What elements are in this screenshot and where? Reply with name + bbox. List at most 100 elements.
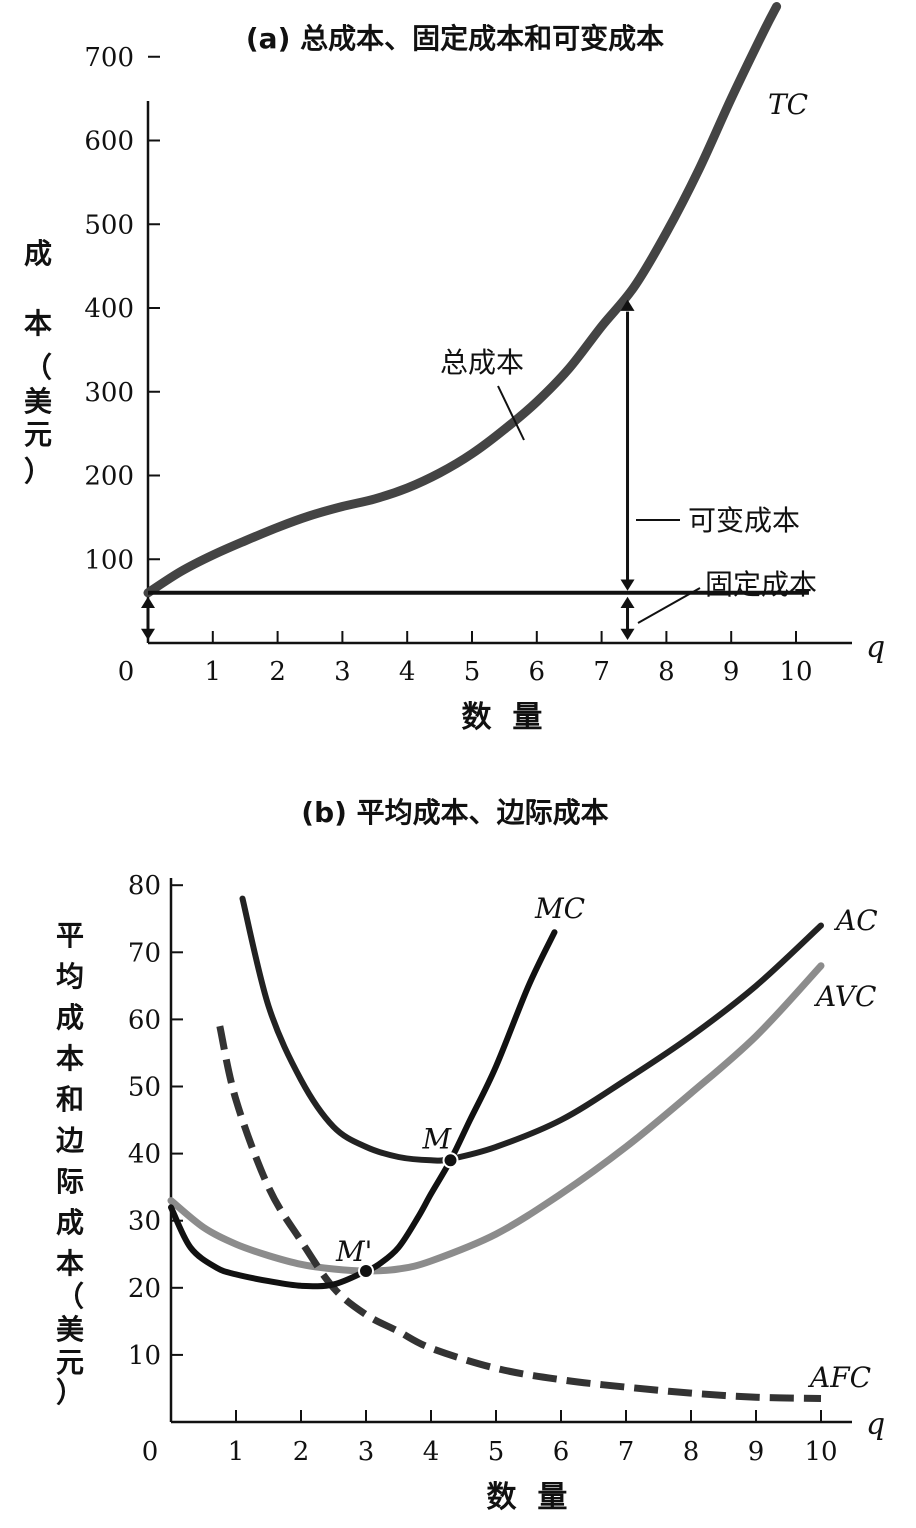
panel-b-ytick-label: 60 <box>128 1005 161 1035</box>
point-m-prime <box>358 1263 374 1280</box>
panel-b-ylabel-char: 成 <box>56 1001 84 1034</box>
panel-b-ylabel-char: 美 <box>56 1313 84 1346</box>
panel-b-q-symbol: q <box>866 1407 885 1442</box>
panel-b-ylabel-char: 元 <box>56 1346 84 1379</box>
panel-b-ytick-label: 20 <box>128 1274 161 1304</box>
panel-a-xlabel: 数 量 <box>462 700 543 735</box>
panel-b-xtick-label: 6 <box>553 1437 570 1467</box>
panel-a-ylabel-char: （ <box>24 351 52 384</box>
panel-a-series: TC <box>143 2 809 598</box>
fc-arrow-left-head-top <box>141 596 155 608</box>
panel-b-xtick-label: 9 <box>748 1437 765 1467</box>
panel-b-ytick-label: 80 <box>128 871 161 901</box>
panel-a-ytick-label: 100 <box>84 545 134 575</box>
panel-a-q-symbol: q <box>866 630 885 665</box>
panel-b-ytick-label: 30 <box>128 1207 161 1237</box>
panel-b-ylabel-char: ） <box>56 1376 84 1409</box>
panel-a-xtick-label: 1 <box>205 657 222 687</box>
tc-leader <box>497 385 525 441</box>
panel-a-ytick-label: 600 <box>84 127 134 157</box>
panel-a-xtick-label: 3 <box>334 657 351 687</box>
afc-label: AFC <box>807 1361 871 1394</box>
panel-a-ytick-label: 400 <box>84 294 134 324</box>
panel-b-ylabel-char: 本 <box>56 1247 84 1280</box>
fc-arrow-right-head-bottom <box>620 628 635 640</box>
vc-arrow-head-top <box>620 299 635 311</box>
panel-b-ytick-label: 10 <box>128 1341 161 1371</box>
panel-b-xtick-label: 2 <box>293 1437 310 1467</box>
panel-b-xtick-label: 4 <box>423 1437 440 1467</box>
panel-a-ytick-label: 200 <box>84 462 134 492</box>
panel-b-ytick-label: 70 <box>128 938 161 968</box>
panel-a-xtick-label: 10 <box>779 657 812 687</box>
panel-a-xtick-label: 9 <box>723 657 740 687</box>
panel-b-xtick-label: 8 <box>683 1437 700 1467</box>
panel-a-x-ticks: 1 2 3 4 5 6 7 8 9 10 <box>205 631 813 687</box>
panel-b-ylabel-char: 均 <box>56 960 84 993</box>
panel-b-x-ticks: 1 2 3 4 5 6 7 8 9 10 <box>228 1410 838 1467</box>
panel-a-xtick-label: 2 <box>269 657 286 687</box>
tc-label: TC <box>768 88 808 121</box>
panel-a-xtick-label: 5 <box>464 657 481 687</box>
panel-a-title: (a) 总成本、固定成本和可变成本 <box>246 22 664 55</box>
panel-b-ylabel-char: （ <box>56 1280 84 1313</box>
panel-a-axes <box>146 101 852 645</box>
panel-a-ytick-label: 300 <box>84 378 134 408</box>
vc-arrow-head-bottom <box>620 579 635 591</box>
tc-annotation: 总成本 <box>440 346 524 379</box>
panel-b-ylabel-char: 成 <box>56 1206 84 1239</box>
point-m <box>442 1152 459 1169</box>
panel-b-ylabel-char: 平 <box>56 919 84 952</box>
panel-a-ytick-label: 700 <box>84 43 134 73</box>
point-label-m-prime: M' <box>335 1235 372 1268</box>
panel-a: (a) 总成本、固定成本和可变成本 成本（美元） 100200300400500… <box>24 2 885 735</box>
panel-b-ylabel-char: 边 <box>56 1124 85 1157</box>
avc-curve <box>167 962 825 1275</box>
panel-b-xtick-label: 5 <box>488 1437 505 1467</box>
panel-b-ytick-label: 40 <box>128 1140 161 1170</box>
panel-b-origin: 0 <box>142 1437 159 1467</box>
point-label-m: M <box>422 1122 453 1155</box>
panel-a-ylabel-char: 美 <box>24 385 52 418</box>
vc-annotation: 可变成本 <box>688 504 800 537</box>
panel-a-xtick-label: 7 <box>593 657 610 687</box>
fc-annotation: 固定成本 <box>705 568 817 601</box>
afc-curve <box>216 1025 822 1402</box>
panel-b-xtick-label: 10 <box>804 1437 837 1467</box>
panel-a-ylabel: 成本 （美元 ） <box>24 237 52 488</box>
panel-a-xtick-label: 8 <box>658 657 675 687</box>
panel-b-points: M M' <box>335 1122 459 1280</box>
panel-b-title: (b) 平均成本、边际成本 <box>301 796 608 829</box>
panel-a-origin: 0 <box>118 657 135 687</box>
panel-a-xtick-label: 4 <box>399 657 416 687</box>
mc-curve <box>168 929 558 1290</box>
panel-a-xtick-label: 6 <box>529 657 546 687</box>
fc-arrow-left-head-bottom <box>141 628 155 640</box>
tc-curve <box>143 2 782 598</box>
ac-label: AC <box>833 904 878 937</box>
panel-b-series: AVC AFC AC MC <box>167 892 878 1402</box>
panel-b-ylabel-char: 际 <box>56 1165 84 1198</box>
panel-a-ylabel-char: 成 <box>24 237 52 270</box>
panel-b-y-ticks: 10 20 30 40 50 60 70 80 <box>128 871 183 1371</box>
panel-a-ytick-label: 500 <box>84 210 134 240</box>
fc-leader <box>637 587 701 624</box>
panel-a-y-ticks: 100200300400500600700800 <box>84 43 160 575</box>
panel-b-axes <box>169 878 852 1424</box>
fc-arrow-right-head-top <box>620 596 635 608</box>
panel-b-xtick-label: 7 <box>618 1437 635 1467</box>
panel-a-ylabel-char: 本 <box>24 307 52 340</box>
panel-b-ylabel-char: 和 <box>56 1083 84 1116</box>
panel-a-ylabel-char: ） <box>24 455 52 488</box>
panel-b-xtick-label: 3 <box>358 1437 375 1467</box>
panel-b-xtick-label: 1 <box>228 1437 245 1467</box>
panel-b-ylabel-char: 本 <box>56 1042 84 1075</box>
panel-b-xlabel: 数 量 <box>487 1480 568 1515</box>
panel-b-ytick-label: 50 <box>128 1073 161 1103</box>
ac-curve <box>239 895 824 1164</box>
avc-label: AVC <box>813 980 876 1013</box>
